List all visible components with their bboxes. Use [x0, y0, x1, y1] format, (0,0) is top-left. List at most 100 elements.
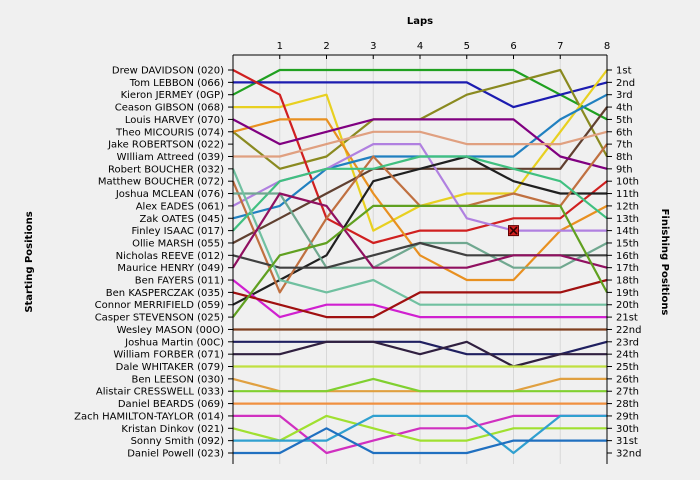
finish-label-18: 18th — [616, 276, 639, 287]
finish-label-1: 1st — [616, 66, 632, 77]
y-axis-title: Starting Positions — [24, 211, 35, 312]
series-line-14 — [232, 155, 608, 232]
series-line-32 — [233, 427, 607, 455]
series-line-17 — [231, 168, 607, 306]
start-label-1: Drew DAVIDSON (020) — [112, 66, 224, 77]
series-line-6 — [232, 118, 608, 282]
finish-label-16: 16th — [616, 251, 639, 262]
finish-label-23: 23rd — [616, 337, 639, 348]
x-tick-label-1: 1 — [277, 41, 283, 52]
series-lines — [231, 68, 608, 455]
start-label-21: Casper STEVENSON (025) — [95, 313, 224, 324]
labels: 1 2 3 4 5 6 7 8 Drew DAVIDSON (020)Tom LEBBON (0… — [74, 41, 641, 460]
series-line-20 — [232, 278, 608, 319]
start-label-16: Nicholas REEVE (012) — [116, 251, 224, 262]
start-label-15: Ollie MARSH (055) — [132, 238, 224, 249]
series-line-24 — [233, 340, 607, 368]
finish-label-5: 5th — [616, 115, 633, 126]
start-label-7: Jake ROBERTSON (022) — [107, 140, 224, 151]
x-tick-label-8: 8 — [604, 41, 610, 52]
x-tick-label-7: 7 — [557, 41, 563, 52]
finish-label-28: 28th — [616, 399, 639, 410]
start-label-19: Ben KASPERCZAK (035) — [106, 288, 224, 299]
start-label-2: Tom LEBBON (066) — [129, 78, 224, 89]
finish-label-17: 17th — [616, 263, 639, 274]
finish-label-24: 24th — [616, 350, 639, 361]
start-label-11: Joshua MCLEAN (076) — [115, 189, 224, 200]
start-label-26: Ben LEESON (030) — [131, 374, 224, 385]
finish-label-6: 6th — [616, 127, 633, 138]
x-axis-title: Laps — [407, 16, 433, 27]
start-label-22: Wesley MASON (00O) — [117, 325, 225, 336]
start-label-23: Joshua Martin (00C) — [124, 337, 224, 348]
finish-label-15: 15th — [616, 238, 639, 249]
finish-label-9: 9th — [616, 164, 633, 175]
start-label-13: Zak OATES (045) — [139, 214, 224, 225]
series-line-27 — [233, 377, 607, 393]
series-line-21 — [232, 204, 608, 318]
finish-label-19: 19th — [616, 288, 639, 299]
finish-label-29: 29th — [616, 411, 639, 422]
start-label-6: Theo MICOURIS (074) — [115, 127, 224, 138]
finish-label-3: 3rd — [616, 90, 633, 101]
series-line-18 — [232, 192, 608, 269]
finish-label-25: 25th — [616, 362, 639, 373]
start-label-12: Alex EADES (061) — [136, 201, 224, 212]
finish-label-26: 26th — [616, 374, 639, 385]
start-label-8: WIlliam Attreed (039) — [117, 152, 224, 163]
x-tick-label-4: 4 — [417, 41, 423, 52]
series-line-2 — [233, 81, 608, 109]
finish-label-21: 21st — [616, 313, 638, 324]
x-tick-label-2: 2 — [323, 41, 329, 52]
finish-label-30: 30th — [616, 424, 639, 435]
finish-label-22: 22nd — [616, 325, 641, 336]
x-tick-label-3: 3 — [370, 41, 376, 52]
start-label-10: Matthew BOUCHER (072) — [98, 177, 224, 188]
finish-label-13: 13th — [616, 214, 639, 225]
start-label-14: Finley ISAAC (017) — [132, 226, 225, 237]
start-label-4: Ceason GIBSON (068) — [115, 103, 224, 114]
finish-label-2: 2nd — [616, 78, 635, 89]
finish-label-32: 32nd — [616, 449, 641, 460]
y2-axis-title: Finishing Positions — [659, 209, 670, 316]
start-label-18: Ben FAYERS (011) — [135, 276, 224, 287]
series-line-10 — [233, 130, 608, 158]
finish-label-12: 12th — [616, 201, 639, 212]
start-label-9: Robert BOUCHER (032) — [108, 164, 224, 175]
series-line-29 — [233, 414, 607, 455]
finish-label-31: 31st — [616, 436, 638, 447]
finish-label-8: 8th — [616, 152, 633, 163]
x-tick-label-5: 5 — [464, 41, 470, 52]
finish-label-11: 11th — [616, 189, 639, 200]
start-label-29: Zach HAMILTON-TAYLOR (014) — [74, 411, 224, 422]
finish-label-4: 4th — [616, 103, 633, 114]
start-label-31: Sonny Smith (092) — [131, 436, 225, 447]
finish-label-7: 7th — [616, 140, 633, 151]
start-label-17: Maurice HENRY (049) — [117, 263, 224, 274]
start-label-30: Kristan Dinkov (021) — [121, 424, 224, 435]
series-line-5 — [232, 69, 608, 245]
series-line-1 — [232, 68, 608, 121]
start-label-5: Louis HARVEY (070) — [125, 115, 224, 126]
series-line-19 — [232, 279, 607, 319]
start-label-25: Dale WHITAKER (079) — [116, 362, 224, 373]
series-line-12 — [232, 155, 607, 306]
start-label-20: Connor MERRIFIELD (059) — [95, 300, 224, 311]
series-line-23 — [233, 340, 608, 356]
finish-label-14: 14th — [616, 226, 639, 237]
series-line-31 — [233, 414, 607, 455]
finish-label-20: 20th — [616, 300, 639, 311]
x-tick-label-6: 6 — [510, 41, 516, 52]
finish-label-27: 27th — [616, 387, 639, 398]
retired-marker-cross-icon — [509, 226, 518, 235]
start-label-3: Kieron JERMEY (0GP) — [121, 90, 225, 101]
start-label-32: Daniel Powell (023) — [127, 449, 224, 460]
start-label-28: Daniel BEARDS (069) — [118, 399, 224, 410]
start-label-27: Alistair CRESSWELL (033) — [96, 387, 224, 398]
grid — [279, 55, 608, 464]
start-label-24: William FORBER (071) — [113, 350, 224, 361]
axes — [228, 54, 612, 464]
finish-label-10: 10th — [616, 177, 639, 188]
